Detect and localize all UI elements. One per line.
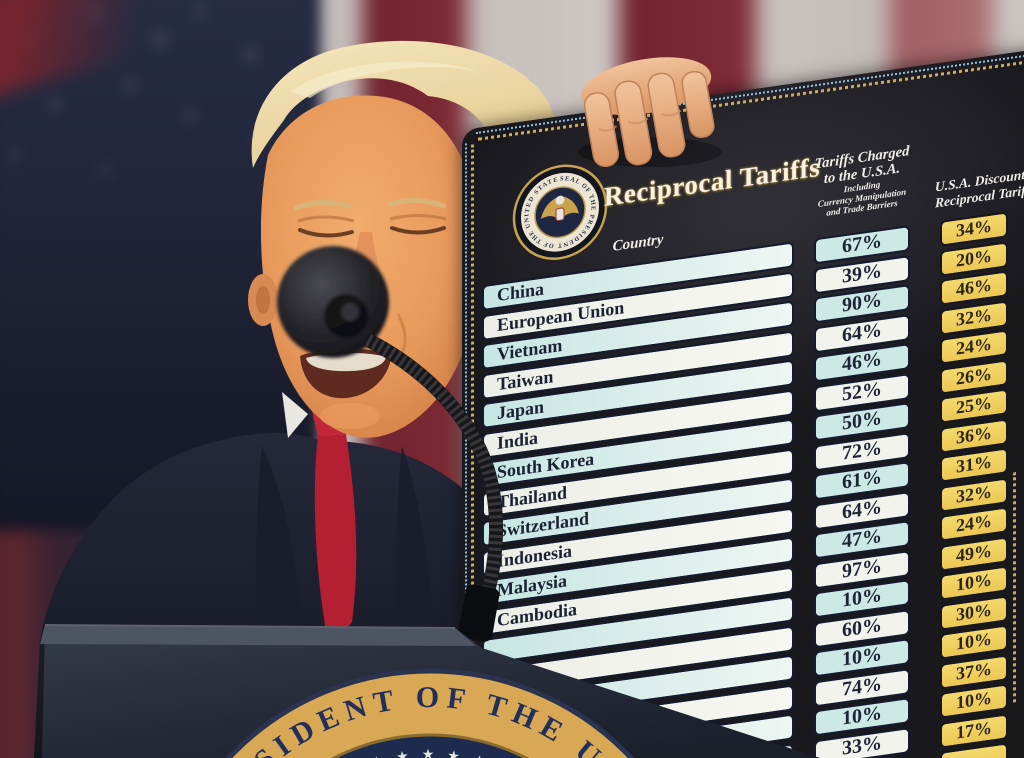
tariff-board: SEAL OF THE PRESIDENT OF THE UNITED STAT… [462, 45, 1024, 758]
discounted-column-header: U.S.A. Discounted Reciprocal Tariffs [935, 165, 1024, 211]
